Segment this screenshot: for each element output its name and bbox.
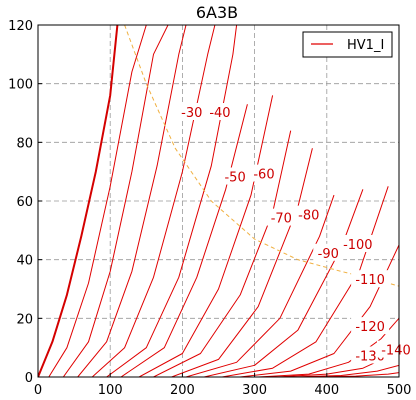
curve-label-bg bbox=[266, 208, 297, 226]
curve-label: -70 bbox=[271, 212, 292, 227]
y-tick-label: 20 bbox=[16, 312, 33, 327]
grid-curve-minus-80 bbox=[171, 148, 313, 377]
curve-label: -120 bbox=[355, 320, 385, 335]
curve-label: -110 bbox=[355, 273, 385, 288]
curve-label: -50 bbox=[224, 171, 245, 186]
curve-label-bg bbox=[313, 243, 344, 261]
grid-curve-minus-100 bbox=[203, 189, 364, 377]
grid-curve-minus-40 bbox=[91, 25, 216, 377]
curve-label-bg bbox=[338, 235, 377, 252]
grid-curves bbox=[38, 25, 399, 377]
grid-curve-minus-30 bbox=[77, 25, 187, 377]
curve-label-bg bbox=[204, 103, 235, 120]
y-tick-label: 60 bbox=[16, 195, 33, 210]
curve-labels: -30 -40-50 -60-70 -80-90-100-110-120-130-14… bbox=[176, 103, 415, 364]
curve-label-bg bbox=[351, 270, 390, 288]
x-tick-label: 400 bbox=[314, 383, 339, 398]
curve-label: -60 bbox=[253, 168, 274, 183]
curve-label-bg bbox=[176, 103, 207, 120]
grid-curve-minus-60 bbox=[138, 95, 274, 377]
y-tick-label: 40 bbox=[16, 254, 33, 269]
grid-curve bbox=[62, 25, 169, 377]
grid-curve bbox=[38, 25, 119, 377]
y-tick-label: 0 bbox=[25, 371, 33, 386]
curve-label: -40 bbox=[209, 106, 230, 121]
grid-curve-minus-70 bbox=[153, 130, 292, 377]
axis-ticks: 0 100 200 300 400 500 0 20 40 60 80 100 120 bbox=[8, 19, 411, 398]
grid-curve-minus-90 bbox=[185, 194, 335, 377]
y-tick-label: 80 bbox=[16, 136, 33, 151]
x-tick-label: 100 bbox=[98, 383, 123, 398]
x-tick-label: 0 bbox=[34, 383, 42, 398]
curve-label: -30 bbox=[181, 106, 202, 121]
legend-entry-hv1-i: HV1_I bbox=[347, 38, 384, 53]
curve-label: -90 bbox=[318, 247, 339, 262]
legend: HV1_I bbox=[302, 31, 393, 58]
curve-label-bg bbox=[220, 167, 251, 185]
x-tick-label: 300 bbox=[242, 383, 267, 398]
y-tick-label: 120 bbox=[8, 19, 33, 34]
curve-label: -100 bbox=[343, 238, 373, 253]
x-tick-label: 500 bbox=[387, 383, 412, 398]
grid-curve bbox=[290, 364, 399, 377]
grid-curve bbox=[48, 25, 147, 377]
chart-title: 6A3B bbox=[196, 3, 238, 22]
curve-label-bg bbox=[248, 164, 279, 182]
x-tick-label: 200 bbox=[170, 383, 195, 398]
y-tick-label: 100 bbox=[8, 78, 33, 93]
curve-label-bg bbox=[351, 317, 390, 335]
curve-label-bg bbox=[377, 340, 415, 358]
curve-label-bg bbox=[293, 205, 324, 223]
grid-curve-minus-50 bbox=[120, 104, 248, 377]
grid-curve bbox=[106, 25, 238, 377]
curve-label: -80 bbox=[298, 209, 319, 224]
curve-label: -140 bbox=[381, 344, 411, 359]
